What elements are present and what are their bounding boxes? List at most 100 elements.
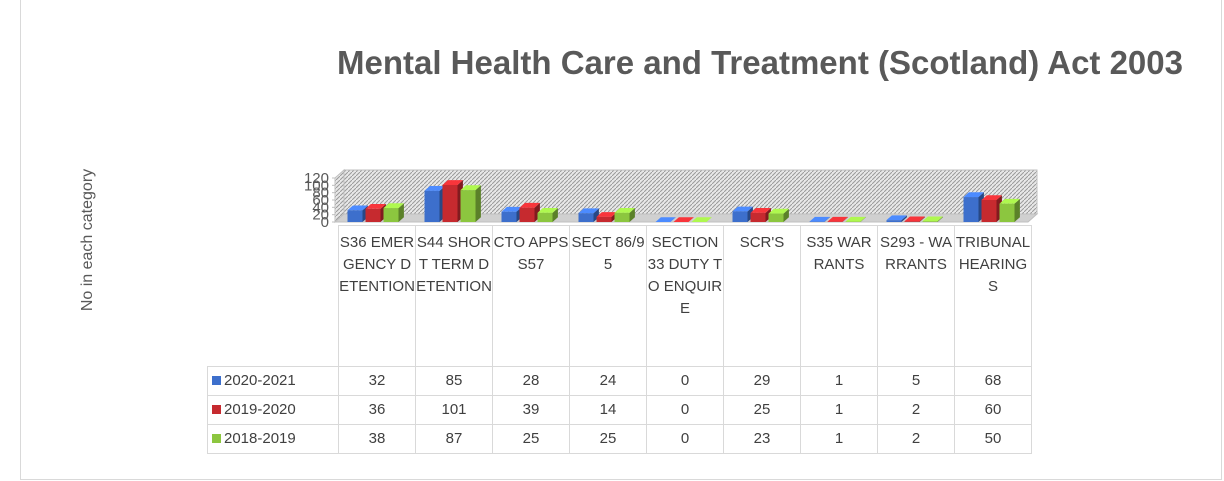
bar	[886, 220, 902, 222]
series-row: 2019-2020 36 101 39 14 0 25 1 2 60	[207, 395, 1032, 425]
table-value: 36	[338, 395, 416, 425]
bar	[981, 200, 997, 222]
bar-side	[824, 216, 830, 222]
bar-top	[809, 216, 830, 222]
bar-top	[442, 180, 463, 185]
table-value: 87	[415, 424, 493, 454]
table-value: 24	[569, 366, 647, 396]
table-value: 14	[569, 395, 647, 425]
table-value: 101	[415, 395, 493, 425]
bar-top	[845, 216, 866, 222]
bar	[424, 190, 440, 222]
bar-side	[475, 185, 481, 222]
bar-top	[424, 186, 445, 191]
header-row: S36 EMERGENCY DETENTION S44 SHORT TERM DE…	[208, 225, 1032, 367]
table-value: 5	[877, 366, 955, 396]
table-value: 29	[723, 366, 801, 396]
y-tick-label: 100	[304, 177, 329, 194]
bar-top	[614, 208, 635, 213]
table-value: 32	[338, 366, 416, 396]
legend-marker	[212, 405, 221, 414]
bar-top	[347, 205, 368, 211]
bar-side	[901, 215, 907, 222]
bar	[383, 208, 399, 222]
table-value: 0	[646, 424, 724, 454]
bar-top	[578, 208, 599, 214]
bar-top	[904, 216, 925, 222]
table-value: 23	[723, 424, 801, 454]
bar-top	[768, 208, 789, 214]
y-tick-label: 20	[312, 207, 329, 224]
table-value: 25	[723, 395, 801, 425]
table-value: 60	[954, 395, 1032, 425]
legend-marker	[212, 376, 221, 385]
bar-top	[383, 203, 404, 209]
bar-top	[999, 198, 1020, 204]
bar-side	[398, 203, 404, 222]
x-tick-label: S35 WARRANTS	[800, 225, 878, 367]
x-tick-label: S44 SHORT TERM DETENTION	[415, 225, 493, 367]
table-value: 68	[954, 366, 1032, 396]
bar	[578, 213, 594, 222]
bar-top	[691, 217, 712, 222]
table-value: 0	[646, 395, 724, 425]
bar-side	[552, 208, 558, 222]
bar-side	[629, 208, 635, 222]
legend-marker	[212, 434, 221, 443]
table-value: 1	[800, 424, 878, 454]
table-value: 0	[646, 366, 724, 396]
y-tick-label: 40	[312, 199, 329, 216]
bar-top	[981, 195, 1002, 200]
side-wall	[334, 168, 345, 224]
bar	[750, 212, 766, 222]
bar-top	[537, 208, 558, 213]
bar-top	[886, 215, 907, 221]
bar	[519, 207, 535, 222]
y-tick-label: 60	[312, 192, 329, 209]
chart-frame	[20, 0, 1222, 480]
series-row: 2018-2019 38 87 25 25 0 23 1 2 50	[207, 424, 1032, 454]
x-tick-label: CTO APPS S57	[492, 225, 570, 367]
table-value: 1	[800, 395, 878, 425]
series-row: 2020-2021 32 85 28 24 0 29 1 5 68	[207, 366, 1032, 396]
x-tick-label: SECTION 33 DUTY TO ENQUIRE	[646, 225, 724, 367]
y-tick-label: 80	[312, 185, 329, 202]
legend-label: 2020-2021	[224, 372, 296, 389]
chart-title: Mental Health Care and Treatment (Scotla…	[337, 44, 1183, 81]
bar	[596, 216, 612, 222]
bar	[347, 210, 363, 222]
bar-side	[783, 208, 789, 222]
bar	[922, 221, 938, 222]
bar-top	[365, 204, 386, 209]
legend-entry: 2018-2019	[207, 424, 339, 454]
bar-side	[842, 216, 848, 222]
bar-top	[519, 202, 540, 208]
legend-label: 2018-2019	[224, 430, 296, 447]
bar-top	[501, 206, 522, 212]
bar-side	[1014, 198, 1020, 222]
table-value: 85	[415, 366, 493, 396]
bar	[614, 212, 630, 222]
data-table: S36 EMERGENCY DETENTION S44 SHORT TERM DE…	[207, 225, 1032, 454]
bar	[537, 212, 553, 222]
table-value: 1	[800, 366, 878, 396]
table-value: 50	[954, 424, 1032, 454]
bar-top	[673, 217, 694, 222]
bar	[732, 211, 748, 222]
y-tick-label: 120	[304, 170, 329, 187]
bar	[999, 203, 1015, 222]
bar-top	[596, 212, 617, 217]
legend-entry: 2020-2021	[207, 366, 339, 396]
bar	[460, 190, 476, 222]
x-tick-label: S36 EMERGENCY DETENTION	[338, 225, 416, 367]
bar-top	[655, 217, 676, 222]
legend-label: 2019-2020	[224, 401, 296, 418]
table-value: 2	[877, 395, 955, 425]
x-tick-label: SECT 86/95	[569, 225, 647, 367]
bar-top	[732, 206, 753, 212]
table-value: 38	[338, 424, 416, 454]
bar-side	[937, 216, 943, 222]
bar-side	[860, 216, 866, 222]
bar	[501, 211, 517, 222]
